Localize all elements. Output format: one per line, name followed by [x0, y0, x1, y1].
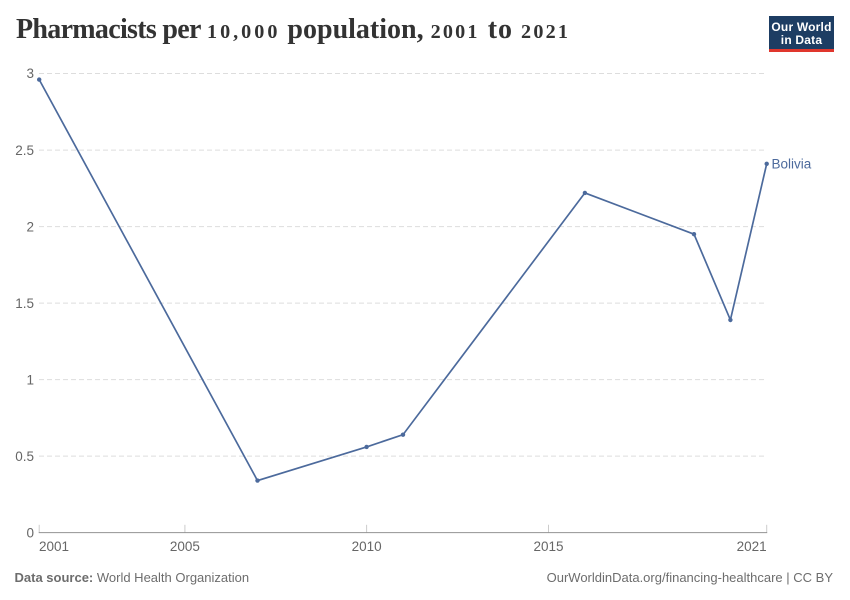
svg-text:2005: 2005 [170, 539, 200, 554]
svg-text:1: 1 [26, 372, 34, 387]
svg-text:2001: 2001 [39, 539, 69, 554]
svg-text:2: 2 [26, 219, 34, 234]
svg-text:2015: 2015 [533, 539, 563, 554]
svg-text:2021: 2021 [737, 539, 767, 554]
svg-text:3: 3 [26, 66, 34, 81]
svg-text:2.5: 2.5 [15, 143, 34, 158]
svg-text:2010: 2010 [352, 539, 382, 554]
svg-text:0: 0 [26, 525, 34, 540]
svg-text:0.5: 0.5 [15, 449, 34, 464]
svg-text:1.5: 1.5 [15, 296, 34, 311]
svg-text:Bolivia: Bolivia [772, 156, 812, 171]
